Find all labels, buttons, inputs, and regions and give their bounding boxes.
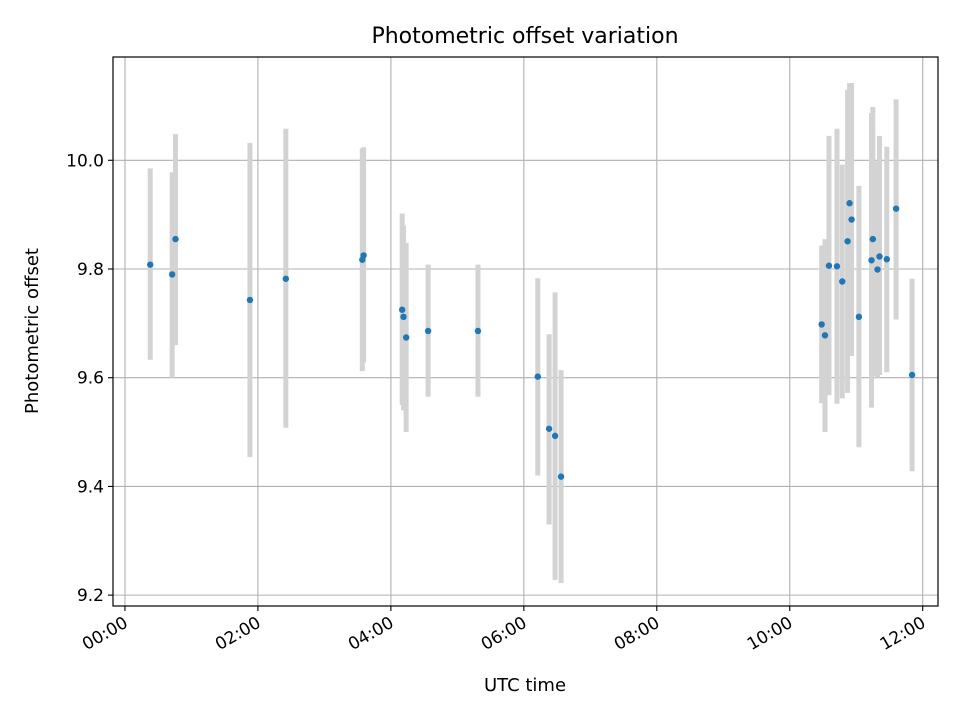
data-point [400, 313, 407, 321]
data-point [844, 238, 851, 245]
data-point [818, 321, 825, 328]
data-point [883, 256, 891, 263]
data-point [892, 205, 900, 212]
data-points [147, 200, 916, 480]
data-point [474, 327, 482, 335]
data-point [168, 271, 176, 278]
data-point [557, 473, 565, 480]
data-point [172, 235, 179, 243]
data-point [908, 371, 916, 379]
y-tick-label: 9.6 [77, 369, 104, 389]
data-point [545, 425, 553, 432]
data-point [848, 216, 855, 223]
data-point [868, 257, 875, 264]
y-tick-label: 9.4 [77, 477, 104, 497]
x-axis-label: UTC time [484, 675, 566, 696]
y-axis-label: Photometric offset [22, 248, 43, 414]
y-tick-label: 9.8 [77, 260, 104, 280]
data-point [282, 275, 290, 282]
data-point [869, 235, 877, 243]
data-point [874, 266, 881, 273]
plot-area-frame [112, 56, 939, 607]
data-point [855, 313, 863, 321]
data-point [424, 327, 432, 335]
y-tick-label: 9.2 [77, 586, 104, 606]
data-point [551, 432, 559, 440]
y-axis-ticks: 9.2 9.4 9.6 9.8 10.0 [66, 151, 113, 606]
data-point [821, 332, 829, 339]
data-point [839, 278, 846, 285]
data-point [360, 252, 367, 259]
data-point [402, 334, 410, 341]
data-point [147, 261, 154, 268]
data-point [833, 263, 841, 270]
data-point [825, 262, 833, 269]
data-point [846, 200, 853, 207]
grid-lines [113, 57, 938, 606]
data-point [398, 306, 406, 313]
data-point [246, 296, 254, 304]
data-point [534, 373, 541, 380]
chart-title: Photometric offset variation [371, 24, 678, 49]
data-point [876, 253, 883, 260]
y-tick-label: 10.0 [66, 151, 104, 171]
